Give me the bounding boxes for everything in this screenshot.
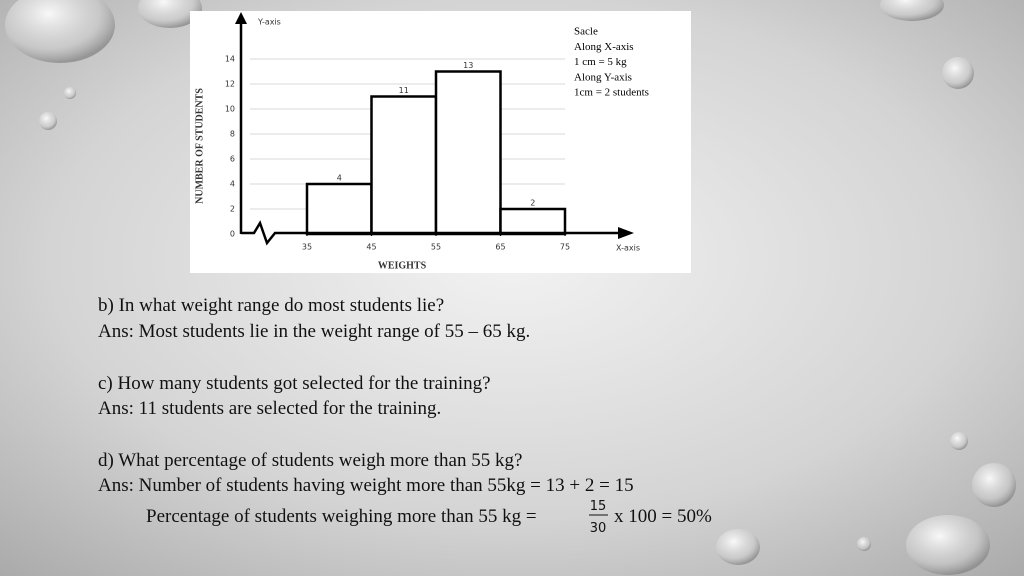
bar <box>305 182 373 236</box>
chart: Y-axis X-axis NUMBER OF STUDENTS WEIGHTS… <box>194 12 649 271</box>
calculation-result: x 100 = 50% <box>614 506 712 527</box>
y-tick-label: 2 <box>230 205 235 214</box>
value-label: 2 <box>530 199 535 208</box>
y-tick-label: 0 <box>230 230 235 239</box>
bar <box>370 95 438 236</box>
fraction-numerator: 15 <box>590 499 607 514</box>
answer: Ans: 11 students are selected for the tr… <box>98 398 441 419</box>
x-axis-marker: X-axis <box>616 244 640 253</box>
y-axis-marker: Y-axis <box>257 18 281 27</box>
y-axis-arrow <box>235 12 247 24</box>
y-tick-label: 8 <box>230 130 235 139</box>
y-tick-label: 6 <box>230 155 235 164</box>
value-label: 11 <box>399 86 409 95</box>
y-tick-label: 12 <box>225 80 235 89</box>
y-tick-label: 10 <box>225 105 235 114</box>
bar <box>499 207 567 236</box>
decor-drops <box>5 0 1016 575</box>
value-label: 13 <box>463 61 473 70</box>
value-label: 4 <box>337 174 342 183</box>
calculation-text: Percentage of students weighing more tha… <box>146 506 537 527</box>
x-axis-arrow <box>618 227 634 239</box>
scale-note: Along X-axis <box>574 41 634 53</box>
x-axis-label: WEIGHTS <box>378 260 427 271</box>
x-tick-label: 55 <box>431 243 441 252</box>
scale-note: Along Y-axis <box>574 71 632 83</box>
answer: Ans: Most students lie in the weight ran… <box>98 321 530 342</box>
y-axis-label: NUMBER OF STUDENTS <box>194 88 205 204</box>
x-axis <box>241 220 620 246</box>
x-tick-label: 75 <box>560 243 570 252</box>
scale-note: Sacle <box>574 26 598 38</box>
scale-note: 1 cm = 5 kg <box>574 56 627 68</box>
x-tick-label: 65 <box>495 243 505 252</box>
bar <box>434 70 502 236</box>
question: b) In what weight range do most students… <box>98 295 444 316</box>
fraction-denominator: 30 <box>590 521 607 536</box>
question: c) How many students got selected for th… <box>98 373 491 394</box>
y-tick-label: 4 <box>230 180 235 189</box>
scale-note: 1cm = 2 students <box>574 87 649 99</box>
question: d) What percentage of students weigh mor… <box>98 450 522 471</box>
slide-text: b) In what weight range do most students… <box>98 295 712 536</box>
x-tick-label: 45 <box>366 243 376 252</box>
x-tick-label: 35 <box>302 243 312 252</box>
answer: Ans: Number of students having weight mo… <box>98 475 634 496</box>
y-tick-label: 14 <box>225 55 235 64</box>
